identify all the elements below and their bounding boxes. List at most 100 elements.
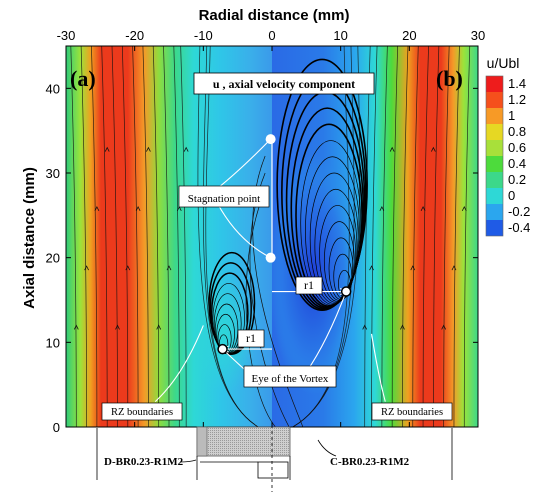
chart-title-text: u , axial velocity component [213,77,355,91]
streamline-arrow [183,146,189,152]
streamline-arrow [73,324,79,330]
streamline [391,46,399,427]
r1-right-label-box [295,276,323,295]
streamline [364,46,371,427]
stagnation-label-box [178,185,270,208]
colorbar-tick-label: -0.2 [508,204,530,219]
streamline [163,46,170,427]
streamline [152,46,160,427]
streamline-arrow [369,265,374,271]
burner-geometry [96,425,453,492]
streamline-arrow [410,265,416,271]
colorbar-tick-label: 0.4 [508,156,526,171]
streamline [422,46,429,427]
panel-label-b: (b) [436,66,463,91]
colorbar: 1.41.210.80.60.40.20-0.2-0.4 [485,75,530,237]
colorbar-tick-label: 1.4 [508,76,526,91]
rz-pointer-left [154,325,204,403]
colorbar-tick-label: 1.2 [508,92,526,107]
stagnation-label: Stagnation point [188,193,260,205]
stagnation-markers [265,134,276,263]
r1-left-label: r1 [246,331,256,345]
vortex-eye [340,286,352,297]
y-tick-label: 30 [46,166,60,181]
colorbar-swatch [486,220,503,236]
streamline-arrow [389,146,395,152]
streamline [121,46,129,427]
vortex-streamline [319,205,356,302]
streamline-arrow [166,265,172,271]
colorbar-tick-label: 1 [508,108,515,123]
colorbar-swatch [486,124,503,140]
plot-area [66,46,478,427]
vortex-streamline [309,172,359,304]
vortex-streamline [295,123,363,308]
streamline-arrow [420,205,426,212]
streamline [381,46,388,427]
streamline [443,46,450,427]
chart-title: u , axial velocity component [193,72,375,95]
colorbar-tick-label: 0.2 [508,172,526,187]
streamline [80,46,87,427]
x-tick-label: 10 [333,28,347,43]
y-axis-label: Axial distance (mm) [21,167,38,309]
streamline [142,46,149,427]
streamline [402,46,409,427]
rz-pointer-right [371,333,386,402]
rz-label-right: RZ boundaries [381,407,443,418]
streamline-arrow [461,205,467,212]
config-pointer-left [179,459,197,463]
vortex-streamline [276,58,368,312]
left-vortex-region [191,273,256,394]
vortex-streamline [305,156,360,305]
streamline [91,46,98,427]
x-axis-ticks: -30 -20 -10 0 10 20 30 [57,28,485,427]
streamline-arrow [84,265,89,271]
streamline-arrow [135,205,141,212]
rz-label-left-box [101,402,183,421]
colorbar-swatch [486,108,503,124]
streamline-arrow [115,324,120,330]
streamline-arrow [104,146,110,152]
x-tick-label: 20 [402,28,416,43]
config-label-right: C-BR0.23-R1M2 [330,456,410,468]
stagnation-point [265,134,276,145]
rz-label-left: RZ boundaries [111,407,173,418]
streamline [132,46,139,427]
vortex-streamline [314,188,358,303]
streamline [292,46,350,427]
streamline [180,46,187,427]
streamline-arrow [441,324,447,330]
streamline [463,46,471,427]
y-tick-label: 0 [53,420,60,435]
colorbar-swatch [486,92,503,108]
stagnation-pointer-lower [216,202,271,259]
annotations: Stagnation point Eye of the Vortex r1 r1 RZ … [101,138,453,421]
x-tick-label: -20 [125,28,144,43]
streamline-arrow [431,146,436,152]
stagnation-point [265,252,276,263]
streamlines [70,46,471,427]
streamline [101,46,108,427]
x-tick-label: 30 [471,28,485,43]
x-tick-label: 0 [268,28,275,43]
streamline-arrow [362,324,368,330]
config-label-left: D-BR0.23-R1M2 [104,456,184,468]
colorbar-tick-label: 0 [508,188,515,203]
x-tick-label: -10 [194,28,213,43]
colorbar-swatch [486,156,503,172]
colorbar-title: u/Ubl [487,55,520,71]
colorbar-swatch [486,172,503,188]
streamline [173,46,180,427]
streamline-arrow [146,146,151,152]
streamline [111,46,118,427]
r1-left-label-box [237,329,265,348]
y-tick-label: 10 [46,335,60,350]
colorbar-frame [485,75,504,237]
streamline [205,46,259,427]
streamline-arrow [379,205,385,212]
y-tick-label: 20 [46,251,60,266]
colorbar-swatch [486,140,503,156]
streamline [70,46,77,427]
